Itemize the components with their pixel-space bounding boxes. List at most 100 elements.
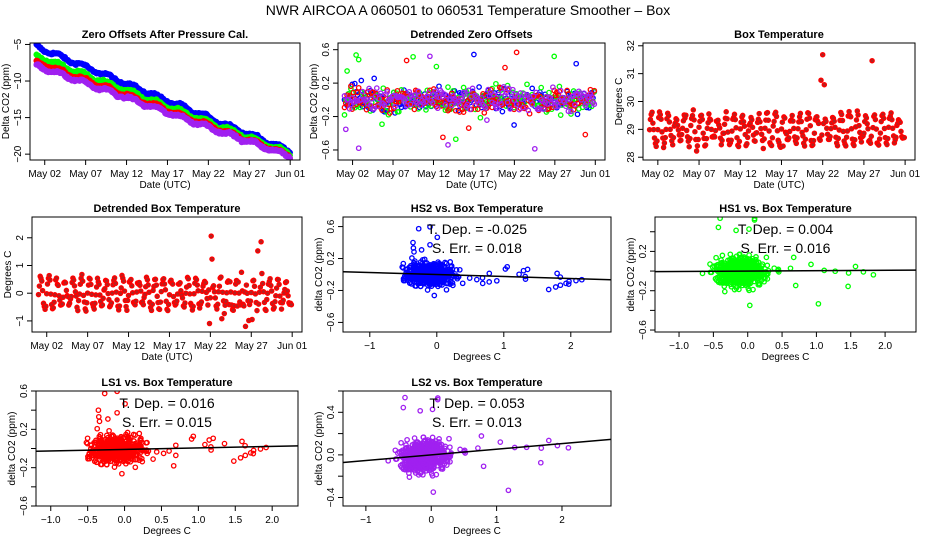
data-point xyxy=(793,140,800,147)
data-point xyxy=(487,86,494,93)
data-point xyxy=(230,458,237,464)
data-point xyxy=(737,126,744,132)
data-point xyxy=(875,142,882,148)
data-point xyxy=(258,239,264,245)
data-point xyxy=(424,87,431,94)
data-point xyxy=(121,457,128,464)
data-point xyxy=(267,275,273,282)
data-point xyxy=(540,106,547,113)
data-point xyxy=(137,282,143,289)
data-point xyxy=(728,267,735,274)
plot-frame xyxy=(654,216,917,333)
data-point xyxy=(480,463,487,470)
data-point xyxy=(392,103,398,110)
data-point xyxy=(713,263,720,269)
data-point xyxy=(449,102,455,109)
data-point xyxy=(591,87,598,94)
data-point xyxy=(780,143,786,149)
data-point xyxy=(486,270,493,277)
x-tick-label: May 02 xyxy=(30,341,63,352)
data-point xyxy=(259,270,265,277)
data-point xyxy=(68,293,75,300)
data-point xyxy=(867,140,874,146)
data-point xyxy=(55,282,61,289)
data-point xyxy=(138,288,144,294)
data-point xyxy=(557,274,564,280)
data-point xyxy=(179,295,186,301)
y-tick-label: −20 xyxy=(13,145,24,162)
data-point xyxy=(505,487,512,494)
data-point xyxy=(690,107,697,113)
data-point xyxy=(341,112,348,118)
data-point xyxy=(864,121,870,127)
data-point xyxy=(408,449,414,456)
data-point xyxy=(756,110,762,117)
data-point xyxy=(275,276,282,283)
data-point xyxy=(161,281,168,287)
y-axis-label: Delta CO2 (ppm) xyxy=(309,64,320,140)
x-tick-label: May 07 xyxy=(683,169,716,180)
data-point xyxy=(126,447,133,454)
data-point xyxy=(815,300,822,307)
data-point xyxy=(563,280,569,287)
data-point xyxy=(202,279,209,286)
data-point xyxy=(843,143,849,149)
data-point xyxy=(53,275,60,281)
data-point xyxy=(417,259,424,265)
data-point xyxy=(214,306,220,312)
data-point xyxy=(118,454,124,461)
data-point xyxy=(117,445,124,452)
y-tick-label: −0.6 xyxy=(321,140,332,160)
data-point xyxy=(688,122,694,129)
data-point xyxy=(145,282,151,288)
x-tick-label: May 22 xyxy=(806,169,839,180)
x-tick-label: 0.0 xyxy=(741,341,755,352)
data-point xyxy=(469,85,476,92)
data-point xyxy=(792,282,799,289)
data-point xyxy=(221,310,228,317)
data-point xyxy=(177,280,183,286)
x-tick-label: −1 xyxy=(360,515,372,526)
data-point xyxy=(108,450,115,457)
y-tick-label: 0 xyxy=(15,290,26,296)
data-point xyxy=(371,75,378,82)
x-tick-label: May 12 xyxy=(112,341,145,352)
data-point xyxy=(798,118,805,125)
data-point xyxy=(247,450,254,456)
data-point xyxy=(402,277,408,284)
data-point xyxy=(238,269,245,276)
x-tick-label: May 02 xyxy=(641,169,674,180)
data-point xyxy=(210,283,217,289)
data-point xyxy=(116,303,123,309)
data-point xyxy=(778,126,785,132)
data-point xyxy=(746,263,753,270)
data-point xyxy=(447,453,454,460)
data-point xyxy=(194,282,201,288)
data-point xyxy=(219,315,225,322)
data-point xyxy=(133,298,139,304)
temp-dependence-label: T. Dep. = -0.025 xyxy=(427,221,527,237)
data-point xyxy=(193,276,200,283)
data-layer xyxy=(343,223,611,299)
data-point xyxy=(422,464,429,471)
data-point xyxy=(702,142,709,148)
data-point xyxy=(481,109,488,116)
x-tick-label: May 17 xyxy=(151,169,184,180)
data-point xyxy=(538,445,545,451)
data-point xyxy=(410,239,416,246)
data-point xyxy=(761,136,767,142)
data-point xyxy=(790,254,797,261)
data-point xyxy=(84,300,90,306)
data-point xyxy=(427,53,433,60)
data-point xyxy=(871,112,878,118)
data-point xyxy=(241,303,247,309)
data-point xyxy=(280,297,286,304)
data-point xyxy=(733,227,739,234)
data-point xyxy=(208,233,214,239)
data-point xyxy=(142,291,148,298)
y-axis-label: Delta CO2 (ppm) xyxy=(1,64,12,140)
data-point xyxy=(237,454,244,461)
data-point xyxy=(740,263,747,270)
data-point xyxy=(744,140,750,147)
